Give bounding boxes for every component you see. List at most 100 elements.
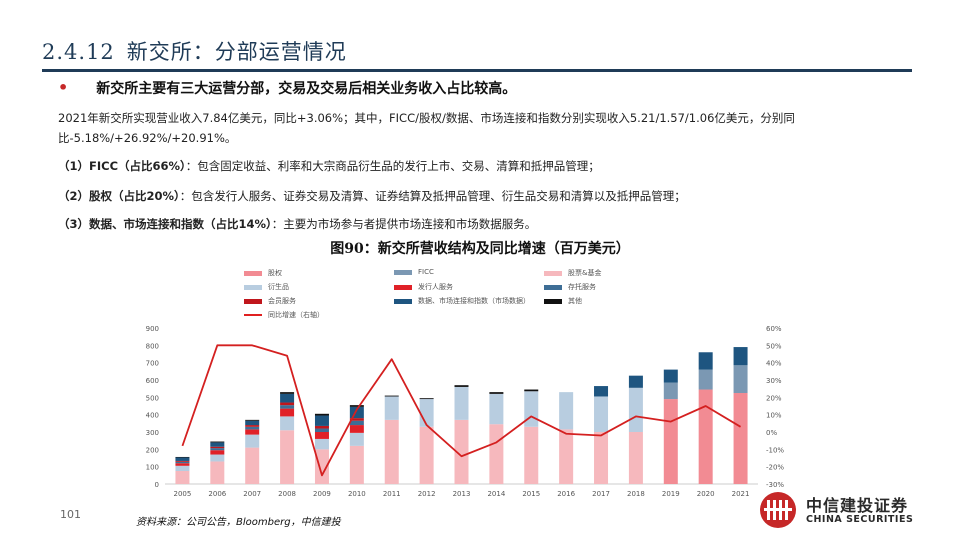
bar-segment [698,389,713,484]
y-tick-label: 800 [146,342,159,350]
legend-label: 其他 [568,297,582,305]
y2-tick-label: 20% [766,394,782,402]
y-tick-label: 200 [146,446,159,454]
legend-swatch [394,269,412,275]
legend-swatch [394,284,412,290]
y-tick-label: 600 [146,377,159,385]
x-tick-label: 2009 [313,490,331,498]
x-tick-label: 2014 [487,490,505,498]
bar-segment [349,406,364,419]
bar-segment [384,419,399,484]
y-tick-label: 700 [146,360,159,368]
legend-item: 存托服务 [544,282,596,292]
legend-label: FICC [418,268,434,276]
legend-item: FICC [394,268,434,276]
bar-segment [210,441,225,443]
bar-segment [245,426,260,430]
segment-item-equity: （2）股权（占比20%）：包含发行人服务、证券交易及清算、证券结算及抵押品管理、… [58,188,686,204]
y-tick-label: 500 [146,394,159,402]
x-tick-label: 2016 [557,490,575,498]
bar-segment [210,450,225,455]
legend-item: 同比增速（右轴） [244,310,324,320]
y2-tick-label: 60% [766,325,782,333]
legend-label: 发行人服务 [418,283,453,291]
bar-segment [594,432,609,484]
y2-tick-label: 0% [766,429,777,437]
bar-segment [419,426,434,484]
y-tick-label: 400 [146,412,159,420]
bar-segment [454,419,469,484]
bar-segment [280,393,295,403]
bar-segment [559,392,574,430]
bullet-icon: • [58,78,69,97]
bar-segment [663,399,678,484]
bar-segment [314,449,329,484]
y2-tick-label: -20% [766,464,784,472]
bar-segment [524,426,539,484]
y2-tick-label: 10% [766,412,782,420]
bar-segment [419,399,434,427]
bar-segment [280,408,295,417]
bar-segment [733,393,748,484]
logo-chinese: 中信建投证券 [806,496,909,515]
bar-segment [314,432,329,439]
legend-swatch [544,284,562,290]
x-tick-label: 2013 [453,490,471,498]
y-tick-label: 0 [155,481,159,489]
legend-item: 衍生品 [244,282,289,292]
y2-tick-label: -10% [766,446,784,454]
logo-mark-icon [760,492,796,528]
legend-swatch [544,270,562,276]
bar-segment [489,393,504,425]
bar-segment [175,460,190,462]
bar-segment [349,405,364,407]
legend-item: 其他 [544,296,582,306]
section-number: 2.4.12 [42,40,115,64]
bar-segment [175,471,190,484]
bar-segment [698,369,713,390]
bar-segment [280,416,295,431]
bar-segment [524,389,539,392]
bar-segment [454,386,469,420]
y-tick-label: 900 [146,325,159,333]
bar-segment [384,396,399,420]
bar-segment [314,428,329,432]
bar-segment [349,445,364,484]
legend-swatch [394,298,412,304]
x-tick-label: 2012 [418,490,436,498]
bar-segment [349,425,364,433]
bar-segment [314,425,329,429]
legend-item: 发行人服务 [394,282,453,292]
bar-segment [628,375,643,388]
bar-segment [663,369,678,383]
bar-segment [663,382,678,400]
bar-segment [245,429,260,435]
key-point: • 新交所主要有三大运营分部，交易及交易后相关业务收入占比较高。 [58,78,516,98]
bar-segment [314,415,329,426]
x-tick-label: 2017 [592,490,610,498]
bar-segment [210,442,225,447]
segment-desc: ：主要为市场参与者提供市场连接和市场数据服务。 [271,217,537,231]
logo-english: CHINA SECURITIES [806,514,914,525]
key-point-text: 新交所主要有三大运营分部，交易及交易后相关业务收入占比较高。 [96,81,517,97]
bar-segment [349,420,364,426]
legend-swatch [244,314,262,316]
growth-line [181,344,742,477]
legend-label: 会员服务 [268,297,296,305]
x-tick-label: 2021 [732,490,750,498]
bar-segment [280,392,295,394]
bar-segment [384,395,399,397]
segment-label: （3）数据、市场连接和指数（占比14%） [58,217,272,231]
x-tick-label: 2020 [697,490,715,498]
bar-segment [524,391,539,427]
legend-label: 股票&基金 [568,269,602,277]
bar-segment [698,352,713,370]
legend-label: 股权 [268,269,282,277]
bar-segment [245,434,260,448]
bar-segment [733,365,748,393]
legend-label: 衍生品 [268,283,289,291]
bar-segment [280,430,295,484]
bar-segment [175,461,190,464]
bar-segment [245,425,260,427]
